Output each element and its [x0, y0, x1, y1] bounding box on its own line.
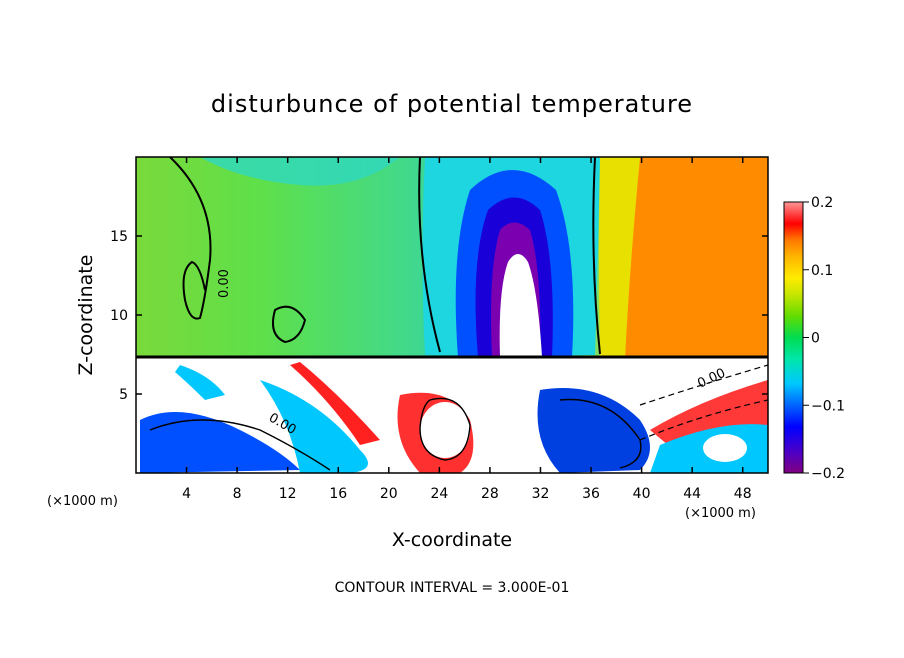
x-tick-label: 16 [329, 486, 347, 502]
contour-label: 0.00 [217, 269, 232, 298]
colorbar-tick-label: −0.2 [811, 466, 845, 482]
lower-blob-8 [703, 434, 747, 462]
colorbar: 0.2 0.1 0 −0.1 −0.2 [783, 195, 845, 482]
y-tick-label: 5 [119, 387, 128, 403]
x-tick-label: 4 [182, 486, 191, 502]
contour-line [592, 157, 601, 355]
x-tick-label: 24 [430, 486, 448, 502]
lower-blob-2 [260, 380, 368, 473]
field-region-yellow [599, 157, 640, 357]
x-tick-label: 20 [380, 486, 398, 502]
field-region-orange [625, 157, 768, 357]
y-axis-title: Z-coordinate [75, 255, 97, 376]
x-unit-right: (×1000 m) [685, 506, 756, 521]
x-tick-label: 36 [582, 486, 600, 502]
y-tick-label: 10 [110, 308, 128, 324]
x-tick-label: 28 [481, 486, 499, 502]
colorbar-tick-label: 0.1 [811, 263, 833, 279]
plot-area: 0.00 0.00 0.00 [136, 157, 768, 473]
colorbar-tick-label: 0.2 [811, 195, 833, 211]
x-axis-title: X-coordinate [392, 529, 512, 551]
lower-blob-10 [175, 365, 225, 400]
x-tick-label: 32 [532, 486, 550, 502]
x-tick-label: 44 [683, 486, 701, 502]
colorbar-gradient [783, 201, 804, 474]
contour-interval-note: CONTOUR INTERVAL = 3.000E-01 [335, 580, 570, 596]
contour-line [419, 397, 471, 461]
field-region-white-core [499, 254, 542, 357]
colorbar-tick-label: −0.1 [811, 398, 845, 414]
x-tick-label: 8 [233, 486, 242, 502]
field-region-cyan [200, 157, 400, 186]
x-tick-label: 48 [734, 486, 752, 502]
colorbar-ticks: 0.2 0.1 0 −0.1 −0.2 [803, 195, 845, 482]
contour-line [272, 305, 307, 344]
colorbar-tick-label: 0 [811, 331, 820, 347]
lower-blob-1 [140, 412, 300, 473]
lower-blob-5 [537, 388, 650, 473]
chart-title: disturbunce of potential temperature [211, 90, 693, 118]
x-axis: 4 8 12 16 20 24 28 32 36 40 44 48 [182, 157, 752, 502]
lower-blob-4 [420, 402, 470, 458]
y-tick-label: 15 [110, 229, 128, 245]
x-tick-label: 12 [279, 486, 297, 502]
x-tick-label: 40 [633, 486, 651, 502]
lower-blob-9 [290, 362, 380, 445]
contour-line [169, 157, 212, 320]
contour-line [418, 157, 441, 353]
contour-line [149, 419, 331, 471]
y-axis: 5 10 15 [110, 229, 768, 403]
contour-line-dashed [639, 364, 768, 406]
contour-line [559, 398, 642, 469]
x-unit-left: (×1000 m) [47, 494, 118, 509]
contour-line-dashed [639, 399, 768, 441]
